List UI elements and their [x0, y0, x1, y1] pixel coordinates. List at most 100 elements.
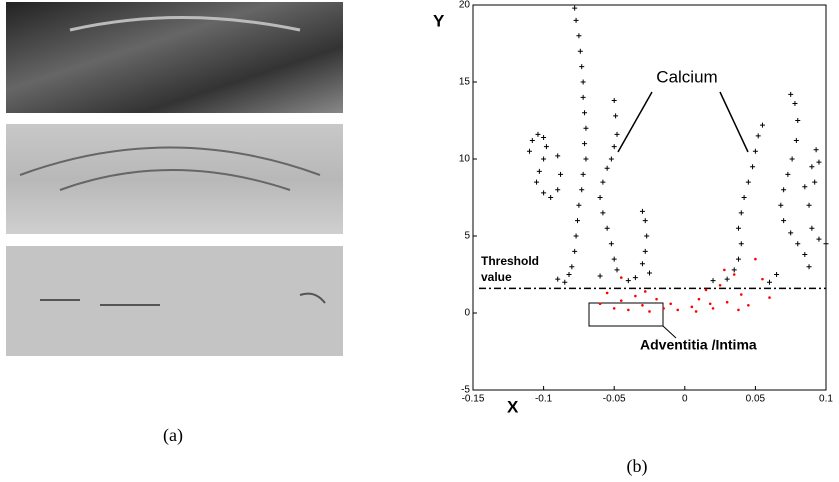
point: [573, 17, 579, 23]
point: [648, 310, 651, 313]
point: [625, 278, 631, 284]
point: [583, 156, 589, 162]
point: [643, 290, 647, 293]
y-tick-label: 5: [464, 231, 470, 242]
plot-frame: [472, 4, 827, 391]
point: [535, 131, 541, 137]
point: [662, 307, 665, 310]
x-tick-label: 0.1: [819, 394, 833, 405]
point: [611, 97, 617, 103]
image-feature: [40, 292, 326, 306]
point: [529, 138, 535, 144]
point: [577, 48, 583, 54]
point: [536, 168, 542, 174]
x-tick-label: 0: [682, 394, 688, 405]
point: [774, 272, 780, 277]
panel-label: (b): [627, 456, 648, 477]
point: [613, 113, 619, 119]
point: [541, 156, 547, 162]
point: [611, 256, 617, 262]
point: [731, 267, 737, 273]
point: [708, 302, 712, 306]
point: [754, 257, 757, 261]
point: [604, 165, 610, 171]
arrow: [719, 91, 749, 153]
point: [755, 133, 761, 139]
point: [788, 91, 794, 97]
pointer: [662, 325, 677, 339]
point: [543, 144, 549, 150]
point: [572, 5, 578, 11]
point: [580, 79, 586, 85]
point: [573, 233, 579, 239]
point: [611, 144, 617, 150]
point: [711, 307, 715, 310]
point: [781, 187, 787, 193]
x-tick-label: -0.05: [603, 394, 626, 405]
point: [614, 131, 620, 137]
point: [732, 273, 736, 276]
point: [723, 268, 726, 272]
y-axis-label: Y: [433, 11, 445, 30]
point: [608, 241, 614, 247]
point: [604, 225, 610, 231]
point: [634, 294, 637, 298]
point: [566, 272, 572, 277]
point: [739, 293, 743, 296]
point: [795, 241, 801, 247]
annotation: Threshold: [481, 254, 539, 268]
point: [574, 218, 580, 224]
arrow: [617, 91, 653, 153]
image-feature: [69, 16, 301, 32]
point: [614, 267, 620, 273]
point: [809, 225, 815, 231]
x-tick-label: -0.1: [535, 394, 553, 405]
point: [793, 138, 799, 144]
point: [576, 33, 582, 39]
point: [605, 291, 609, 295]
point: [541, 134, 547, 140]
point: [541, 190, 547, 196]
point: [812, 179, 818, 185]
annotation: Adventitia /Intima: [640, 337, 757, 353]
point: [548, 195, 554, 200]
y-tick-label: 10: [459, 154, 471, 165]
point: [768, 296, 771, 299]
y-tick-label: 20: [459, 0, 471, 11]
y-tick-label: -5: [461, 385, 470, 396]
point: [669, 302, 672, 306]
x-tick-label: -0.15: [462, 394, 485, 405]
point: [582, 110, 588, 116]
point: [579, 187, 585, 193]
point: [655, 297, 658, 301]
point: [761, 277, 764, 281]
point: [778, 202, 784, 208]
point: [718, 283, 722, 287]
point: [738, 241, 744, 247]
point: [642, 218, 648, 224]
point: [641, 304, 644, 307]
point: [619, 276, 623, 279]
point: [597, 273, 603, 279]
point: [816, 159, 822, 165]
point: [639, 208, 645, 214]
point: [813, 147, 819, 153]
point: [781, 218, 787, 224]
point: [600, 210, 606, 216]
point: [816, 236, 822, 242]
filtered-image: [6, 124, 343, 234]
point: [752, 148, 758, 154]
point: [572, 248, 578, 254]
point: [750, 164, 756, 170]
point: [619, 299, 623, 302]
point: [795, 118, 801, 123]
y-tick-label: 15: [459, 77, 471, 88]
image-feature: [19, 146, 321, 191]
point: [555, 187, 561, 193]
point: [737, 308, 740, 312]
point: [676, 308, 680, 312]
point: [823, 241, 829, 247]
point: [639, 261, 645, 267]
x-axis-label: X: [507, 397, 519, 416]
